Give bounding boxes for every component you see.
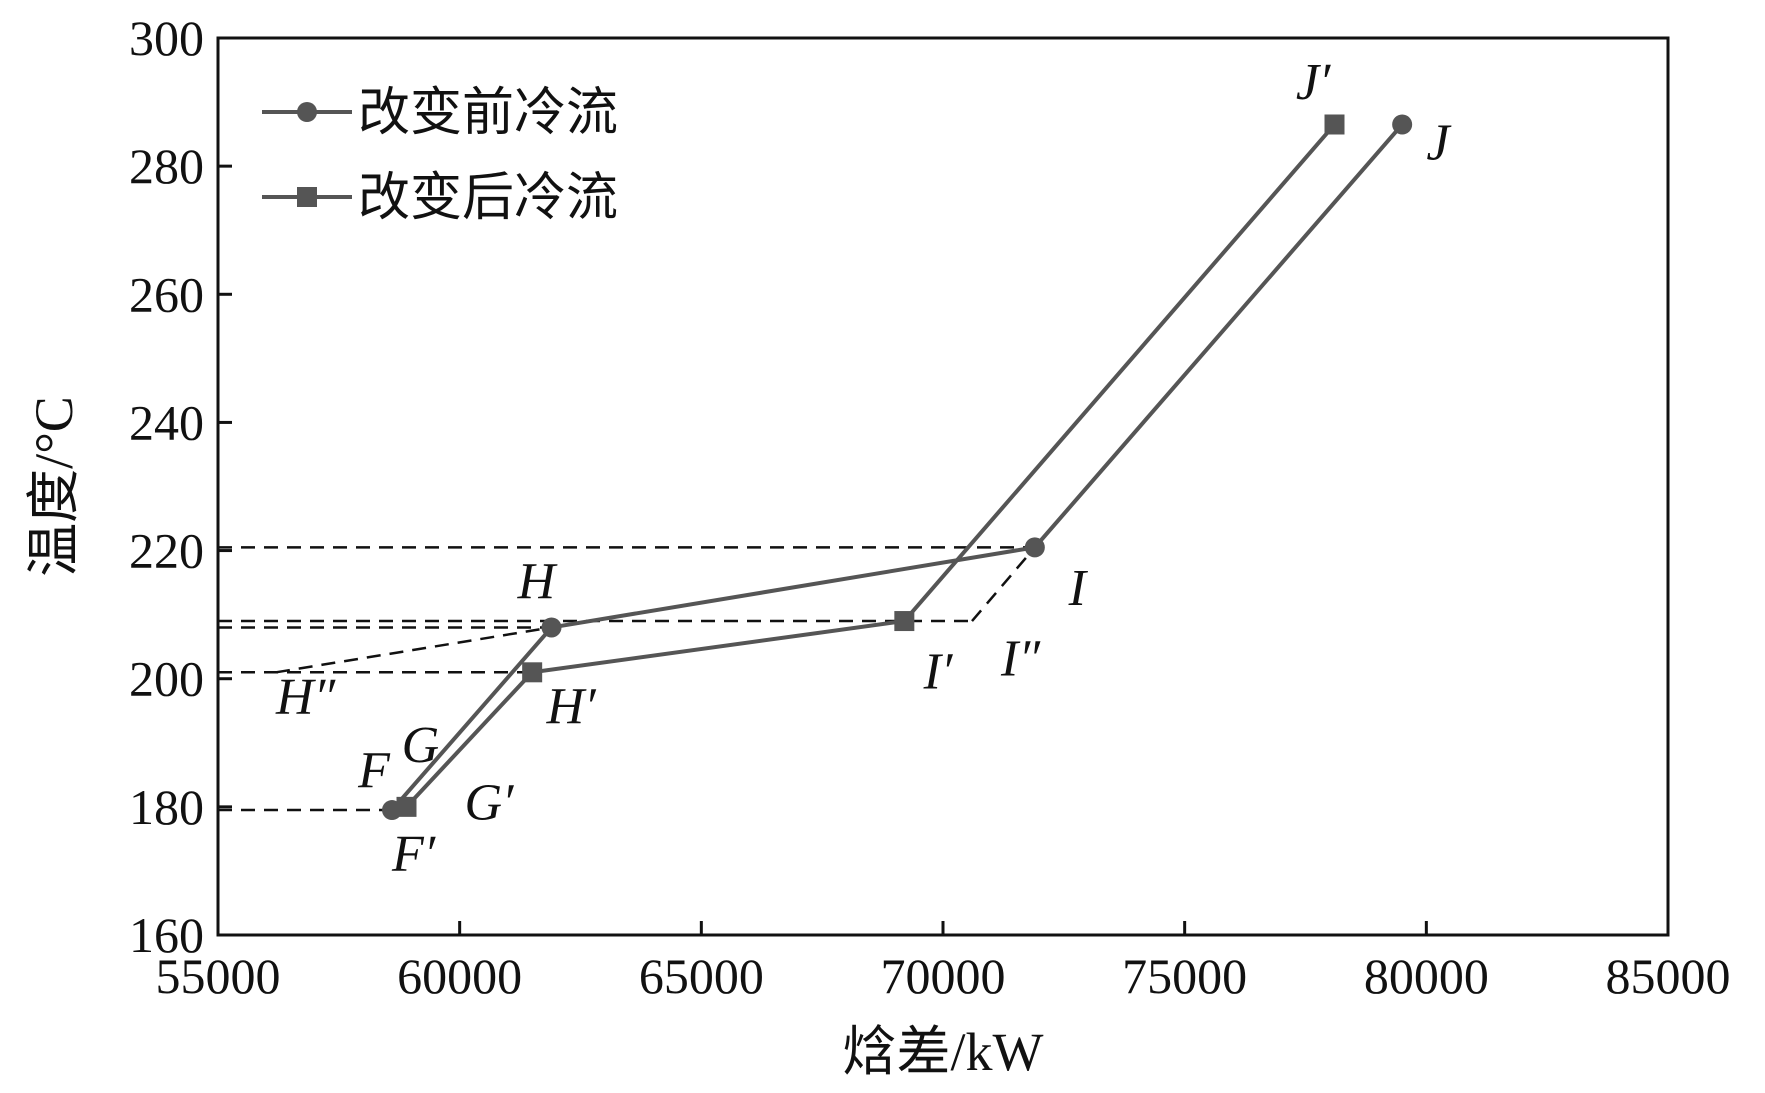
series-markers: [382, 114, 1413, 821]
point-label: J′: [1296, 54, 1332, 111]
point-label: I: [1068, 560, 1089, 617]
point-label: J: [1426, 115, 1452, 172]
legend-label-1: 改变前冷流: [358, 83, 618, 143]
point-label: I″: [1000, 631, 1041, 688]
dashed-guide-line: [275, 626, 552, 674]
legend-marker-1: [297, 102, 317, 122]
series-lines: [390, 123, 1404, 812]
y-tick-label: 240: [129, 394, 204, 450]
point-label: G: [402, 717, 440, 774]
point-labels: J′ J I I′ I″ H H″ H′ GF G′ F′: [275, 54, 1452, 883]
legend-label-2: 改变后冷流: [358, 168, 618, 228]
y-tick-label: 220: [129, 523, 204, 579]
data-point-series-2: [894, 611, 915, 632]
x-tick-label: 60000: [397, 948, 522, 1004]
y-axis-title: 温度/°C: [24, 396, 84, 577]
series-line-1: [390, 123, 1404, 812]
point-label: F′: [391, 826, 437, 883]
y-tick-label: 160: [129, 907, 204, 963]
y-tick-label: 300: [129, 10, 204, 66]
dashed-guide-line: [971, 546, 1036, 622]
point-label: F: [357, 743, 391, 800]
point-label: H″: [275, 669, 337, 726]
y-tick-label: 280: [129, 138, 204, 194]
point-label: H: [517, 554, 558, 611]
point-label: G′: [465, 775, 516, 832]
x-tick-label: 80000: [1364, 948, 1489, 1004]
data-point-series-2: [522, 662, 543, 683]
data-point-series-2: [1324, 114, 1345, 135]
data-point-series-1: [1024, 537, 1045, 558]
point-label: I′: [923, 643, 954, 700]
point-label: H′: [546, 679, 598, 736]
y-tick-label: 260: [129, 266, 204, 322]
series-line-2: [405, 123, 1337, 809]
x-tick-label: 70000: [881, 948, 1006, 1004]
legend-marker-2: [297, 187, 317, 207]
x-tick-label: 85000: [1606, 948, 1731, 1004]
y-tick-label: 180: [129, 779, 204, 835]
data-point-series-1: [541, 617, 562, 638]
x-tick-label: 65000: [639, 948, 764, 1004]
data-point-series-2: [396, 796, 417, 817]
x-tick-label: 75000: [1122, 948, 1247, 1004]
x-axis-title: 焓差/kW: [843, 1022, 1044, 1082]
x-tick-label: 55000: [156, 948, 281, 1004]
data-point-series-1: [1392, 114, 1413, 135]
axis-ticks: 55000 60000 65000 70000 75000 80000 85000 160 18…: [129, 10, 1731, 1004]
y-tick-label: 200: [129, 651, 204, 707]
